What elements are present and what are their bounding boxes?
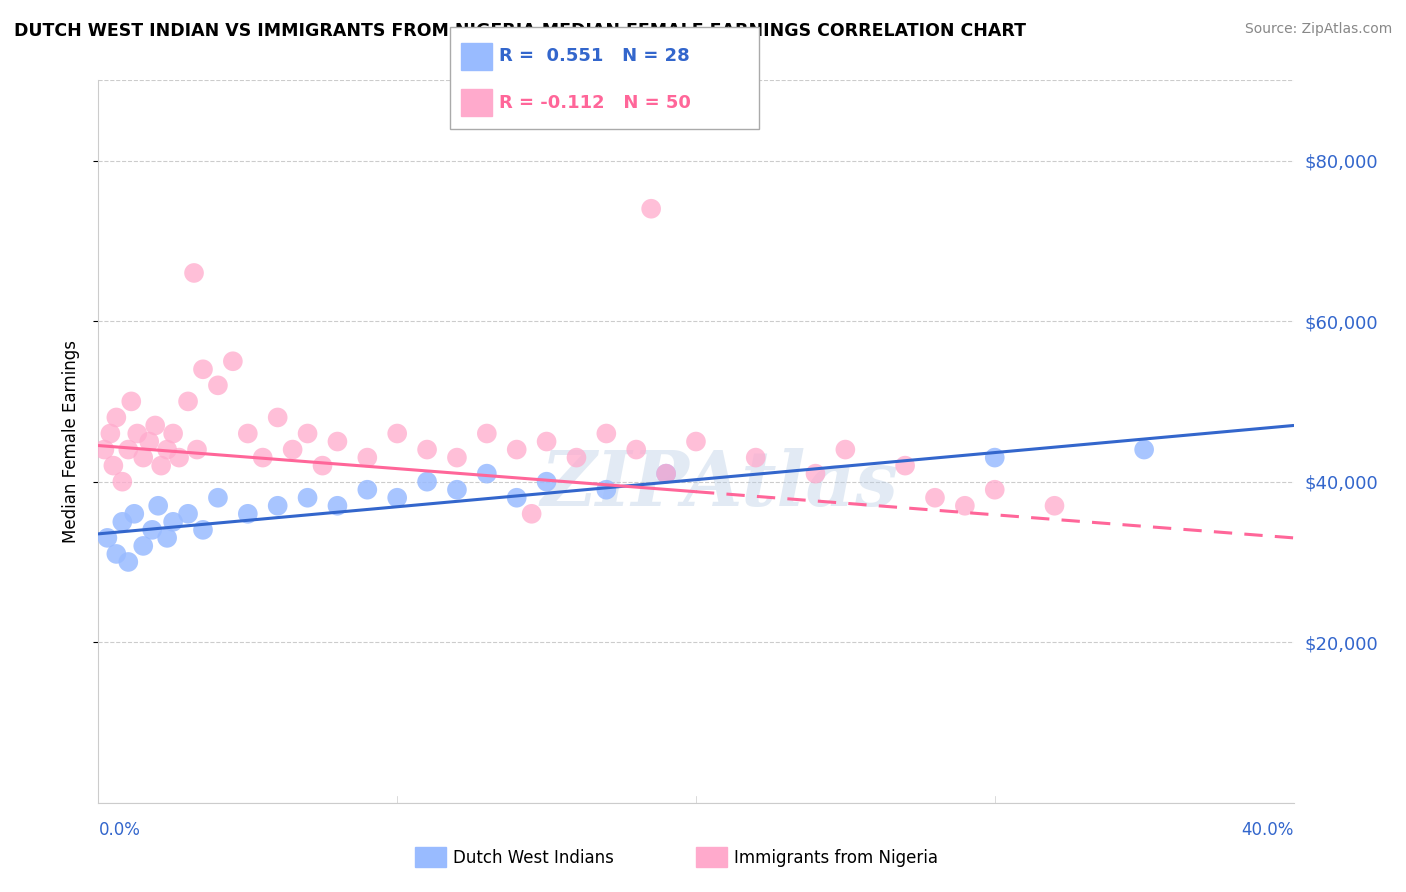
Point — [536, 434, 558, 449]
Point — [416, 442, 439, 457]
Point — [506, 491, 529, 505]
Point — [356, 483, 378, 497]
Point — [565, 450, 588, 465]
Point — [626, 442, 648, 457]
Point — [520, 507, 543, 521]
Point — [124, 507, 146, 521]
Point — [595, 426, 617, 441]
Point — [804, 467, 827, 481]
Text: R = -0.112   N = 50: R = -0.112 N = 50 — [499, 94, 690, 112]
Point — [506, 442, 529, 457]
Point — [236, 507, 259, 521]
Point — [446, 483, 468, 497]
Point — [894, 458, 917, 473]
Point — [177, 394, 200, 409]
Point — [117, 555, 139, 569]
Point — [191, 362, 214, 376]
Text: DUTCH WEST INDIAN VS IMMIGRANTS FROM NIGERIA MEDIAN FEMALE EARNINGS CORRELATION : DUTCH WEST INDIAN VS IMMIGRANTS FROM NIG… — [14, 22, 1026, 40]
Point — [446, 450, 468, 465]
Point — [138, 434, 160, 449]
Point — [655, 467, 678, 481]
Point — [475, 426, 498, 441]
Point — [356, 450, 378, 465]
Point — [103, 458, 125, 473]
Point — [326, 499, 349, 513]
Y-axis label: Median Female Earnings: Median Female Earnings — [62, 340, 80, 543]
Point — [117, 442, 139, 457]
Point — [96, 531, 118, 545]
Text: 40.0%: 40.0% — [1241, 821, 1294, 838]
Point — [127, 426, 149, 441]
Point — [267, 410, 290, 425]
Point — [953, 499, 976, 513]
Point — [475, 467, 498, 481]
Text: ZIPAtlas: ZIPAtlas — [541, 448, 898, 522]
Point — [207, 378, 229, 392]
Point — [132, 450, 155, 465]
Point — [150, 458, 173, 473]
Point — [326, 434, 349, 449]
Point — [186, 442, 208, 457]
Point — [156, 531, 179, 545]
Point — [536, 475, 558, 489]
Point — [105, 547, 128, 561]
Point — [745, 450, 768, 465]
Point — [685, 434, 707, 449]
Point — [162, 426, 184, 441]
Point — [98, 426, 122, 441]
Point — [1133, 442, 1156, 457]
Point — [148, 499, 170, 513]
Point — [167, 450, 190, 465]
Point — [207, 491, 229, 505]
Point — [984, 483, 1007, 497]
Point — [156, 442, 179, 457]
Text: 0.0%: 0.0% — [98, 821, 141, 838]
Point — [120, 394, 142, 409]
Point — [93, 442, 115, 457]
Point — [191, 523, 214, 537]
Point — [385, 426, 409, 441]
Point — [162, 515, 184, 529]
Point — [595, 483, 617, 497]
Point — [655, 467, 678, 481]
Point — [311, 458, 333, 473]
Point — [416, 475, 439, 489]
Text: Dutch West Indians: Dutch West Indians — [453, 849, 613, 867]
Point — [640, 202, 662, 216]
Point — [924, 491, 946, 505]
Point — [183, 266, 205, 280]
Point — [385, 491, 409, 505]
Point — [141, 523, 163, 537]
Text: Immigrants from Nigeria: Immigrants from Nigeria — [734, 849, 938, 867]
Point — [297, 491, 319, 505]
Point — [222, 354, 245, 368]
Point — [143, 418, 166, 433]
Point — [267, 499, 290, 513]
Text: R =  0.551   N = 28: R = 0.551 N = 28 — [499, 47, 690, 65]
Point — [984, 450, 1007, 465]
Text: Source: ZipAtlas.com: Source: ZipAtlas.com — [1244, 22, 1392, 37]
Point — [111, 475, 134, 489]
Point — [297, 426, 319, 441]
Point — [252, 450, 274, 465]
Point — [281, 442, 304, 457]
Point — [177, 507, 200, 521]
Point — [105, 410, 128, 425]
Point — [1043, 499, 1066, 513]
Point — [236, 426, 259, 441]
Point — [834, 442, 856, 457]
Point — [132, 539, 155, 553]
Point — [111, 515, 134, 529]
